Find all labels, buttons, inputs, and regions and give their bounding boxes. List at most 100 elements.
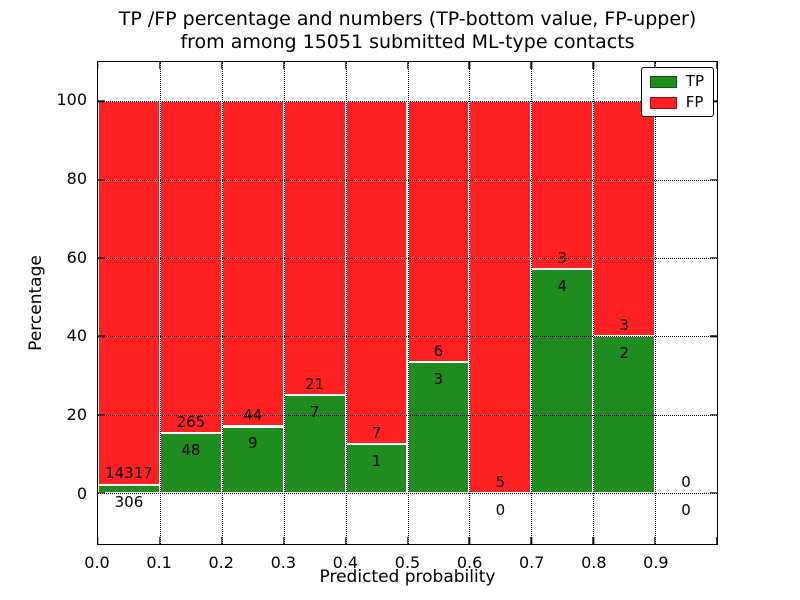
y-tick-mark: [710, 413, 717, 416]
fp-bar-segment: [283, 101, 346, 396]
fp-bar-segment: [593, 101, 656, 337]
fp-bar-segment: [345, 101, 408, 445]
y-tick-label: 0: [76, 483, 87, 503]
legend-entry-fp: FP: [649, 93, 704, 111]
fp-count-label: 265: [176, 412, 206, 431]
x-tick-label: 0.3: [270, 553, 297, 572]
grid-line-vertical: [593, 62, 595, 544]
x-tick-mark: [221, 62, 223, 69]
chart-title: TP /FP percentage and numbers (TP-bottom…: [97, 8, 718, 54]
x-tick-mark: [221, 537, 223, 544]
fp-bar-segment: [221, 101, 284, 427]
grid-line-vertical: [221, 62, 223, 544]
x-tick-mark: [716, 62, 718, 69]
plot-area: TP FP 14317 306 265 48 44 9 21 7 7 1 6 3 5 0 3 4 3 2 0 0: [97, 61, 718, 545]
fp-count-label: 14317: [105, 464, 153, 483]
y-tick-mark: [710, 335, 717, 337]
x-tick-mark: [159, 62, 161, 69]
x-tick-mark: [592, 537, 594, 544]
grid-line-vertical: [655, 62, 657, 544]
y-tick-label: 20: [66, 405, 87, 425]
x-tick-mark: [716, 537, 718, 544]
chart-title-line1: TP /FP percentage and numbers (TP-bottom…: [118, 8, 697, 30]
grid-line-vertical: [283, 62, 285, 544]
x-tick-mark: [282, 537, 285, 544]
grid-line-vertical: [531, 62, 533, 544]
fp-legend-label: FP: [685, 93, 704, 111]
x-tick-label: 0.4: [332, 553, 359, 572]
fp-count-label: 0: [681, 472, 691, 491]
x-tick-label: 0.7: [518, 553, 545, 572]
x-tick-mark: [406, 537, 409, 544]
x-tick-mark: [592, 62, 594, 69]
grid-line-vertical: [159, 62, 161, 544]
y-tick-mark: [710, 178, 717, 181]
x-tick-mark: [530, 537, 532, 544]
x-tick-mark: [282, 62, 285, 69]
legend: TP FP: [640, 67, 714, 117]
fp-count-label: 3: [557, 248, 568, 267]
y-tick-mark: [98, 335, 105, 337]
tp-bar-segment: [159, 432, 222, 494]
grid-line-vertical: [345, 62, 347, 544]
x-axis-label: Predicted probability: [319, 567, 496, 587]
fp-bar-segment: [531, 101, 594, 270]
y-tick-label: 40: [66, 326, 87, 346]
fp-count-label: 3: [619, 315, 629, 334]
fp-count-label: 7: [371, 423, 382, 442]
y-tick-mark: [98, 100, 105, 102]
x-tick-mark: [97, 537, 99, 544]
tp-count-label: 3: [433, 370, 444, 389]
tp-legend-label: TP: [685, 72, 704, 90]
y-tick-mark: [98, 413, 105, 416]
y-tick-label: 60: [66, 247, 87, 267]
x-tick-mark: [654, 62, 656, 69]
tp-count-label: 7: [309, 402, 320, 421]
tp-count-label: 0: [495, 500, 506, 519]
y-tick-mark: [710, 492, 717, 494]
x-tick-label: 0.1: [146, 553, 172, 572]
tp-bar-segment: [98, 484, 160, 494]
x-tick-label: 0.2: [208, 553, 234, 572]
y-tick-mark: [710, 257, 717, 259]
fp-count-label: 6: [433, 342, 444, 361]
x-tick-label: 0.6: [456, 553, 483, 572]
grid-line-vertical: [407, 62, 409, 544]
x-tick-label: 0.0: [84, 553, 110, 572]
tp-count-label: 4: [557, 276, 568, 295]
y-tick-mark: [98, 492, 105, 494]
tp-bar-segment: [531, 269, 594, 494]
fp-bar-segment: [469, 101, 532, 494]
y-tick-mark: [98, 178, 105, 181]
x-tick-mark: [344, 537, 347, 544]
fp-count-label: 44: [243, 406, 263, 425]
x-tick-mark: [530, 62, 532, 69]
tp-legend-swatch: [649, 75, 677, 88]
x-tick-label: 0.5: [394, 553, 421, 572]
x-tick-label: 0.9: [643, 553, 669, 572]
y-tick-mark: [98, 257, 105, 259]
tp-bar-segment: [345, 444, 408, 494]
x-tick-mark: [468, 537, 471, 544]
x-tick-mark: [97, 62, 99, 69]
fp-bar-segment: [407, 101, 470, 363]
tp-count-label: 48: [181, 440, 201, 459]
fp-count-label: 5: [495, 472, 506, 491]
chart-title-line2: from among 15051 submitted ML-type conta…: [180, 31, 635, 53]
tp-count-label: 1: [371, 451, 382, 470]
fp-legend-swatch: [649, 96, 677, 109]
tp-bar-segment: [593, 336, 656, 494]
tp-count-label: 9: [247, 434, 258, 453]
tp-bar-segment: [283, 395, 346, 494]
tp-count-label: 306: [114, 492, 144, 511]
y-tick-label: 100: [56, 90, 87, 110]
x-tick-mark: [468, 62, 471, 69]
fp-count-label: 21: [305, 374, 325, 393]
y-tick-label: 80: [66, 169, 87, 189]
tp-count-label: 0: [681, 500, 691, 519]
x-tick-mark: [654, 537, 656, 544]
fp-bar-segment: [98, 101, 160, 485]
tp-count-label: 2: [619, 344, 629, 363]
grid-line-vertical: [469, 62, 471, 544]
